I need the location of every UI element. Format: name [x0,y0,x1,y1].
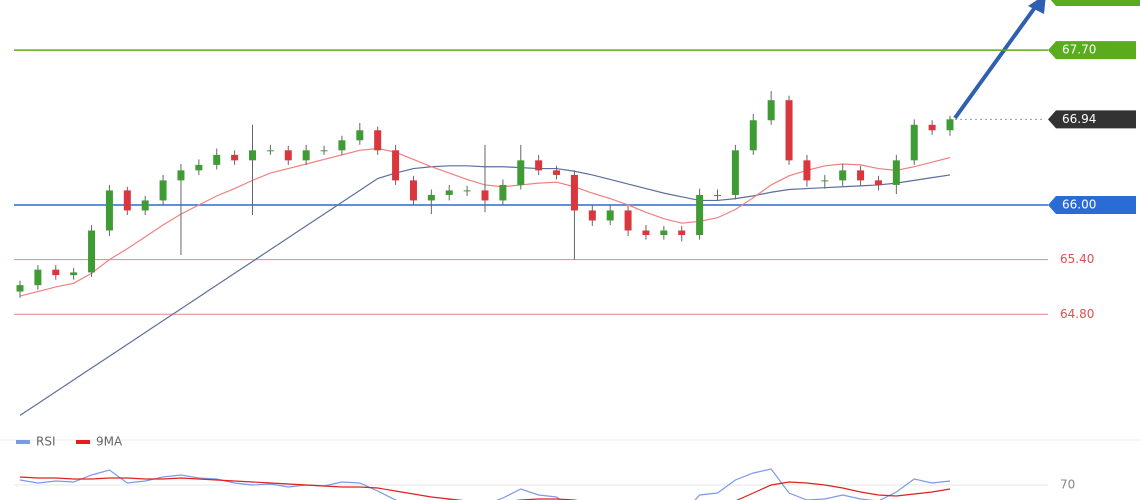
candle-body [696,194,704,236]
forecast-arrow [953,4,1038,120]
level-label: 67.70 [1062,43,1096,57]
candle-body [445,190,453,195]
candle-body [338,140,346,151]
candle-body [606,210,614,221]
candle-body [284,150,292,161]
legend-swatch [76,440,90,444]
level-label: 64.80 [1060,307,1094,321]
candle-body [141,200,149,211]
candle-body [70,272,78,276]
candle-body [624,210,632,231]
forecast-arrowhead [1028,0,1046,14]
candle-body [195,164,203,171]
candle-body [88,230,96,273]
candle-body [946,119,954,131]
candle-body [105,190,113,231]
candle-body [249,150,256,161]
candle-body [213,154,221,165]
candle-body [857,170,865,181]
rsi-line [19,468,951,500]
candle-body [266,150,274,152]
candle-body [874,180,882,185]
level-label: 66.94 [1062,112,1096,126]
legend-swatch [16,440,30,444]
legend-label: 9MA [96,435,123,449]
candle-body [52,269,60,276]
candle-body [660,230,668,236]
candle-body [159,180,167,201]
target-tag [1050,0,1140,6]
candle-body [374,130,382,151]
candle-body [821,180,829,182]
level-label: 66.00 [1062,197,1096,211]
level-tag [1048,110,1136,129]
candle-body [570,174,578,211]
candle-body [356,130,364,141]
candle-body [231,154,239,161]
candle-body [392,150,400,181]
rsi-tick-label: 70 [1060,478,1075,492]
candle-body [588,210,596,221]
candle-body [910,124,918,161]
legend-label: RSI [36,435,56,449]
candle-body [892,160,900,185]
level-tag [1048,41,1136,60]
candle-body [409,180,417,201]
candle-body [481,190,489,201]
candle-body [749,120,757,151]
candle-body [803,160,811,181]
candle-body [731,150,739,195]
candle-body [177,170,185,181]
candle-body [499,184,507,201]
candle-body [320,150,328,152]
candle-body [553,170,561,175]
candle-body [714,194,721,196]
candle-body [535,160,543,171]
candle-body [678,230,686,236]
rsi-line [19,476,951,500]
candle-body [928,124,936,131]
candle-body [785,100,793,161]
candle-body [767,100,775,121]
level-tag [1048,195,1136,214]
candle-body [16,285,24,292]
candle-body [302,150,310,161]
level-label: 65.40 [1060,252,1094,266]
candle-body [123,190,131,211]
candle-body [427,194,435,201]
candle-body [839,170,847,181]
candle-body [517,160,525,185]
candle-body [34,269,42,286]
candle-body [463,190,471,192]
candle-body [642,230,650,236]
